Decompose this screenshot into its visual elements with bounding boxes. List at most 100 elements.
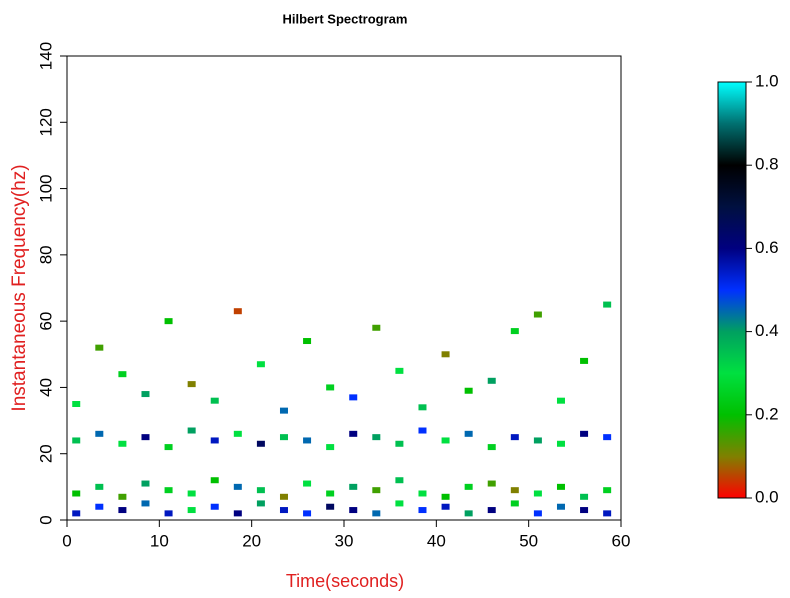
spectrum-cell [187, 490, 196, 497]
spectrum-cell [580, 493, 589, 500]
spectrum-cell [326, 444, 335, 451]
spectrum-cell [326, 490, 335, 497]
spectrum-cell [233, 510, 242, 517]
x-axis-label: Time(seconds) [286, 571, 404, 591]
plot-frame [66, 55, 622, 521]
spectrum-cell [187, 427, 196, 434]
spectrum-cell [210, 437, 219, 444]
spectrum-cell [164, 318, 173, 325]
spectrum-cell [256, 487, 265, 494]
x-tick-label: 30 [335, 531, 354, 550]
spectrum-cell [141, 434, 150, 441]
spectrum-cell [603, 487, 612, 494]
spectrum-cell [95, 503, 104, 510]
spectrum-cell [141, 391, 150, 398]
x-tick-label: 20 [242, 531, 261, 550]
spectrum-cell [164, 510, 173, 517]
spectrum-cell [441, 503, 450, 510]
x-tick-label: 10 [150, 531, 169, 550]
spectrum-cell [556, 440, 565, 447]
spectrum-cell [187, 507, 196, 514]
spectrum-cell [580, 357, 589, 364]
spectrum-cell [487, 377, 496, 384]
spectrum-cell [533, 437, 542, 444]
spectrum-cell [210, 397, 219, 404]
spectrum-cell [418, 404, 427, 411]
spectrum-cell [441, 351, 450, 358]
spectrum-cell [141, 500, 150, 507]
chart-title: Hilbert Spectrogram [283, 11, 408, 26]
spectrum-cell [395, 477, 404, 484]
spectrum-cell [464, 430, 473, 437]
colorbar-tick-label: 0.8 [755, 155, 779, 174]
spectrum-cell [580, 507, 589, 514]
y-tick-label: 60 [36, 312, 55, 331]
spectrum-cell [279, 407, 288, 414]
spectrum-cell [556, 483, 565, 490]
spectrum-cell [349, 483, 358, 490]
colorbar-tick-label: 0.2 [755, 404, 779, 423]
spectrum-cell [118, 507, 127, 514]
spectrum-cell [118, 493, 127, 500]
spectrum-cell [464, 510, 473, 517]
y-tick-label: 40 [36, 378, 55, 397]
spectrum-cell [233, 483, 242, 490]
spectrum-cell [556, 503, 565, 510]
y-tick-label: 140 [36, 42, 55, 70]
spectrum-cell [349, 430, 358, 437]
spectrum-cell [279, 507, 288, 514]
spectrum-cell [349, 394, 358, 401]
y-tick-label: 0 [36, 515, 55, 524]
y-axis-label: Instantaneous Frequency(hz) [9, 164, 30, 411]
spectrum-cell [164, 487, 173, 494]
spectrum-cell [510, 500, 519, 507]
spectrum-cell [372, 324, 381, 331]
y-tick-label: 80 [36, 245, 55, 264]
spectrum-cell [256, 361, 265, 368]
spectrum-cell [72, 437, 81, 444]
spectrum-cell [118, 440, 127, 447]
spectrum-cell [580, 430, 589, 437]
spectrum-cell [303, 437, 312, 444]
spectrum-cell [441, 493, 450, 500]
spectrum-cell [533, 311, 542, 318]
spectrum-cell [510, 328, 519, 335]
colorbar-tick-label: 0.0 [755, 487, 779, 506]
spectrum-cell [395, 367, 404, 374]
spectrum-cell [72, 490, 81, 497]
spectrum-cell [233, 308, 242, 315]
spectrum-cell [603, 301, 612, 308]
spectrum-cell [141, 480, 150, 487]
colorbar-tick-label: 0.6 [755, 238, 779, 257]
spectrum-cell [418, 427, 427, 434]
spectrum-cell [510, 434, 519, 441]
spectrum-cell [487, 507, 496, 514]
spectrum-cell [556, 397, 565, 404]
x-tick-label: 0 [62, 531, 71, 550]
spectrum-cell [533, 510, 542, 517]
spectrum-cell [72, 401, 81, 407]
spectrum-cell [164, 444, 173, 451]
spectrum-cell [372, 434, 381, 441]
spectrum-cell [187, 381, 196, 388]
spectrum-cell [349, 507, 358, 514]
y-tick-label: 120 [36, 108, 55, 136]
y-tick-label: 100 [36, 174, 55, 202]
spectrum-cell [303, 338, 312, 345]
spectrum-cell [303, 480, 312, 487]
spectrum-cell [464, 387, 473, 394]
spectrum-cell [487, 480, 496, 487]
spectrum-cell [418, 490, 427, 497]
spectrum-cell [279, 434, 288, 441]
spectrum-cell [72, 510, 81, 517]
spectrum-cell [95, 483, 104, 490]
spectrum-cell [441, 437, 450, 444]
spectrum-cell [326, 503, 335, 510]
spectrum-cell [464, 483, 473, 490]
spectrum-cell [95, 430, 104, 437]
colorbar [717, 81, 747, 499]
colorbar-tick-label: 1.0 [755, 71, 779, 90]
y-tick-label: 20 [36, 444, 55, 463]
spectrum-cell [118, 371, 127, 378]
